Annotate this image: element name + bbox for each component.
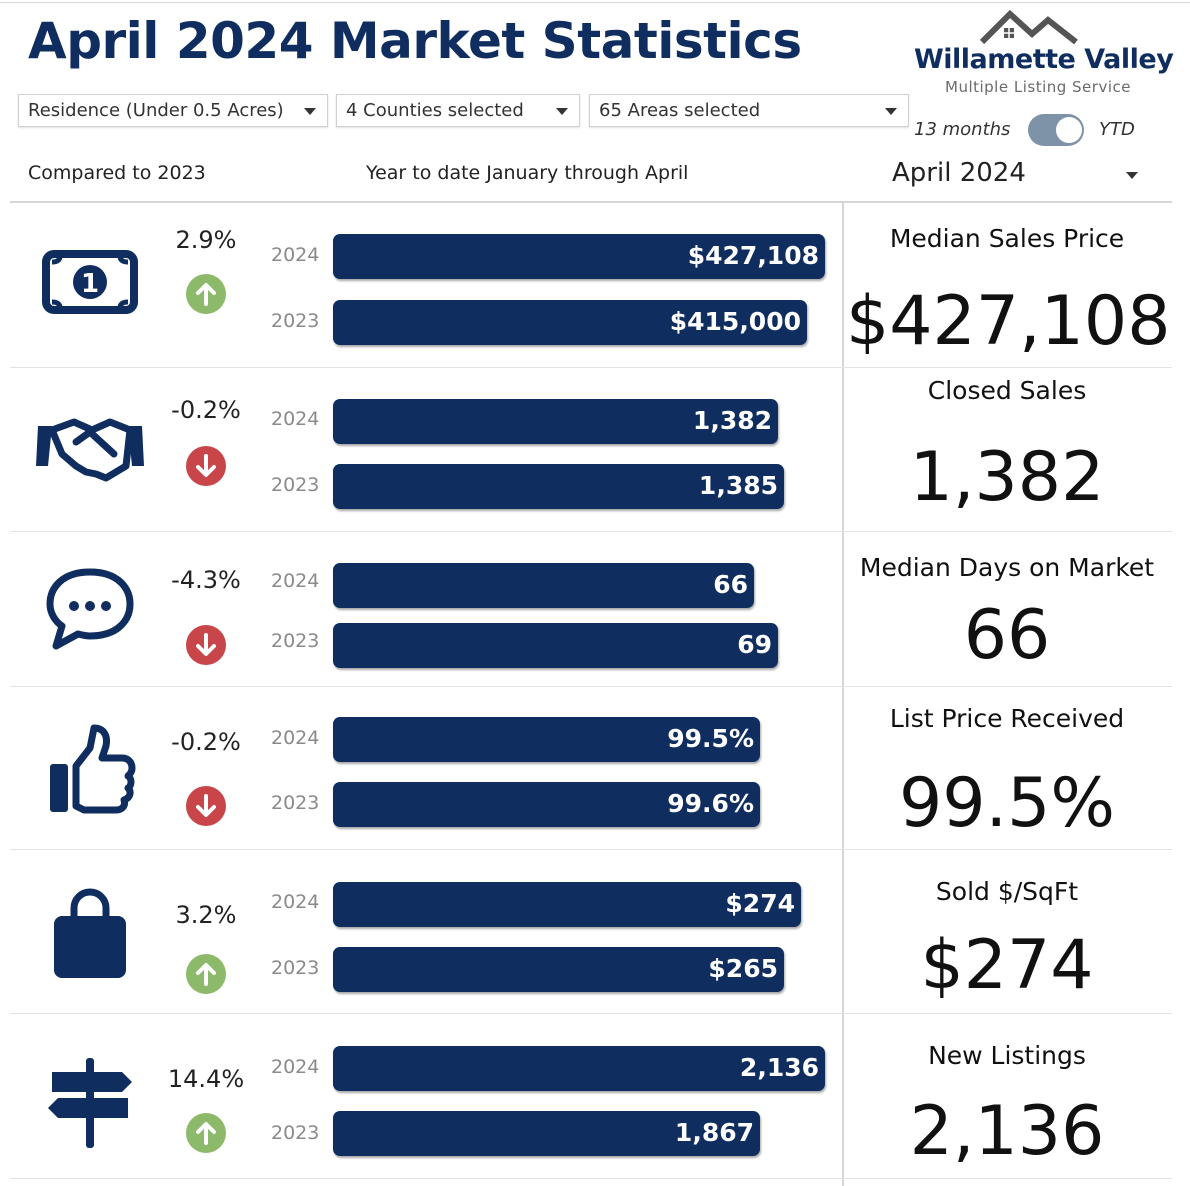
year-2024-bar[interactable]: 66 <box>333 563 754 608</box>
year-label: 2024 <box>271 727 320 749</box>
year-label: 2024 <box>271 570 320 592</box>
chevron-down-icon <box>304 108 316 115</box>
kpi-value: $427,108 <box>846 282 1171 361</box>
year-label: 2023 <box>271 310 320 332</box>
arrow-down-icon <box>186 446 226 486</box>
top-border <box>0 2 1190 3</box>
year-label: 2024 <box>271 244 320 266</box>
year-2024-bar[interactable]: $274 <box>333 882 801 927</box>
year-label: 2023 <box>271 792 320 814</box>
kpi-value: $274 <box>920 926 1094 1005</box>
year-2023-bar[interactable]: 1,385 <box>333 464 784 509</box>
change-percent: 3.2% <box>175 901 237 929</box>
change-percent: -0.2% <box>171 728 241 756</box>
header-divider <box>10 201 1172 203</box>
thumbs-up-icon <box>30 722 150 822</box>
arrow-up-icon <box>186 954 226 994</box>
change-percent: -4.3% <box>171 566 241 594</box>
kpi-label: List Price Received <box>889 704 1125 733</box>
year-2024-bar[interactable]: $427,108 <box>333 234 825 279</box>
logo-subtitle: Multiple Listing Service <box>945 78 1131 96</box>
compared-label: Compared to 2023 <box>28 162 206 184</box>
signpost-icon <box>30 1050 150 1150</box>
house-roof-icon <box>979 9 1078 45</box>
year-2023-bar[interactable]: 99.6% <box>333 782 760 827</box>
kpi-label: Median Days on Market <box>859 553 1155 582</box>
kpi-value: 1,382 <box>909 438 1105 517</box>
counties-dropdown[interactable]: 4 Counties selected <box>336 94 580 127</box>
row-divider <box>10 367 1172 368</box>
year-label: 2024 <box>271 408 320 430</box>
logo-name: Willamette Valley <box>914 44 1174 75</box>
year-label: 2023 <box>271 957 320 979</box>
year-label: 2024 <box>271 891 320 913</box>
kpi-label: New Listings <box>928 1041 1086 1070</box>
column-divider <box>842 203 844 1186</box>
svg-text:1: 1 <box>81 269 99 299</box>
kpi-value: 99.5% <box>898 764 1116 843</box>
page-title: April 2024 Market Statistics <box>28 12 802 70</box>
toggle-label-13-months[interactable]: 13 months <box>914 119 1011 140</box>
chat-bubble-icon <box>30 558 150 658</box>
month-chevron-down-icon[interactable] <box>1126 172 1138 179</box>
arrow-up-icon <box>186 1113 226 1153</box>
row-divider <box>10 1178 1172 1179</box>
row-divider <box>10 531 1172 532</box>
year-2023-bar[interactable]: 1,867 <box>333 1111 760 1156</box>
change-percent: 2.9% <box>175 226 237 254</box>
row-divider <box>10 849 1172 850</box>
year-label: 2023 <box>271 474 320 496</box>
bar-value-label: $415,000 <box>669 307 801 336</box>
year-label: 2023 <box>271 630 320 652</box>
handshake-icon <box>30 396 150 496</box>
period-toggle[interactable] <box>1028 114 1084 146</box>
month-selector[interactable]: April 2024 <box>892 158 1026 188</box>
bar-value-label: 99.5% <box>667 724 754 753</box>
bar-value-label: 1,385 <box>698 471 778 500</box>
kpi-value: 66 <box>963 596 1051 675</box>
year-2024-bar[interactable]: 2,136 <box>333 1046 825 1091</box>
year-2023-bar[interactable]: 69 <box>333 623 778 668</box>
row-divider <box>10 1013 1172 1014</box>
shopping-bag-icon <box>30 886 150 986</box>
bar-value-label: 1,867 <box>674 1118 754 1147</box>
bar-value-label: 1,382 <box>692 406 772 435</box>
period-label: Year to date January through April <box>366 162 689 184</box>
chevron-down-icon <box>885 108 897 115</box>
change-percent: -0.2% <box>171 396 241 424</box>
kpi-label: Sold $/SqFt <box>935 877 1079 906</box>
property-type-value: Residence (Under 0.5 Acres) <box>28 100 284 121</box>
arrow-down-icon <box>186 786 226 826</box>
row-divider <box>10 686 1172 687</box>
property-type-dropdown[interactable]: Residence (Under 0.5 Acres) <box>18 94 328 127</box>
change-percent: 14.4% <box>167 1065 245 1093</box>
toggle-knob <box>1056 117 1082 143</box>
bar-value-label: $274 <box>725 889 795 918</box>
bar-value-label: 69 <box>737 630 772 659</box>
bar-value-label: $265 <box>708 954 778 983</box>
bar-value-label: 2,136 <box>739 1053 819 1082</box>
bar-value-label: 66 <box>713 570 748 599</box>
counties-value: 4 Counties selected <box>346 100 524 121</box>
month-selector-value: April 2024 <box>892 158 1026 188</box>
toggle-label-ytd[interactable]: YTD <box>1099 119 1135 140</box>
areas-dropdown[interactable]: 65 Areas selected <box>589 94 909 127</box>
money-bill-icon: 1 <box>30 232 150 332</box>
kpi-label: Closed Sales <box>927 376 1087 405</box>
arrow-up-icon <box>186 274 226 314</box>
chevron-down-icon <box>556 108 568 115</box>
areas-value: 65 Areas selected <box>599 100 761 121</box>
kpi-label: Median Sales Price <box>889 224 1125 253</box>
year-2024-bar[interactable]: 1,382 <box>333 399 778 444</box>
kpi-value: 2,136 <box>909 1092 1105 1171</box>
year-2023-bar[interactable]: $265 <box>333 947 784 992</box>
year-2024-bar[interactable]: 99.5% <box>333 717 760 762</box>
bar-value-label: 99.6% <box>667 789 754 818</box>
bar-value-label: $427,108 <box>687 241 819 270</box>
year-label: 2024 <box>271 1056 320 1078</box>
year-label: 2023 <box>271 1122 320 1144</box>
wvmls-logo: Willamette Valley Multiple Listing Servi… <box>910 8 1174 98</box>
year-2023-bar[interactable]: $415,000 <box>333 300 807 345</box>
arrow-down-icon <box>186 625 226 665</box>
